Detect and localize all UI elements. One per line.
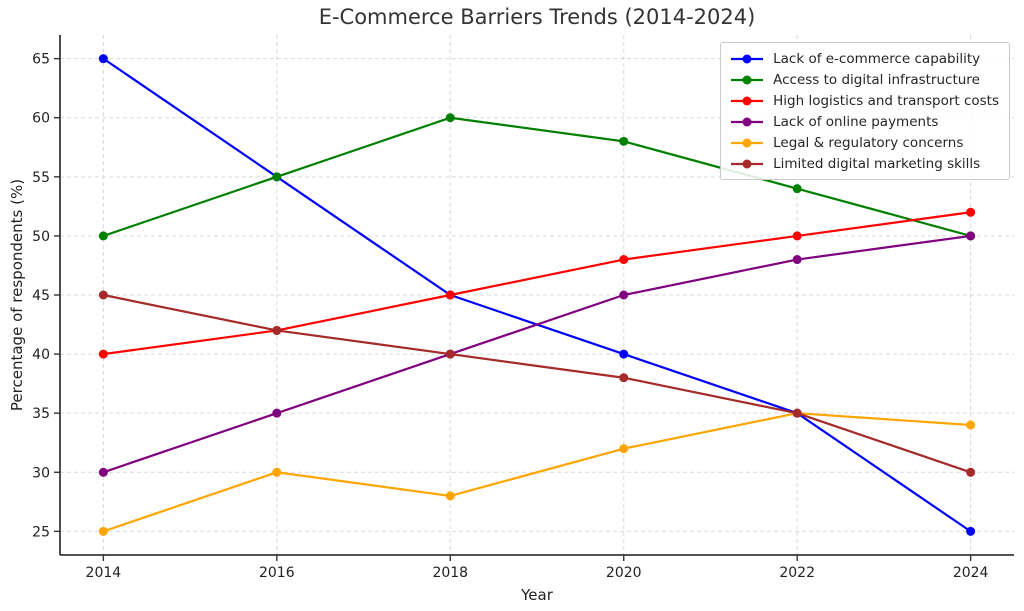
marker-lack-of-online-payments-2020	[619, 290, 629, 300]
marker-high-logistics-and-transport-costs-2024	[966, 207, 976, 217]
marker-access-to-digital-infrastructure-2022	[792, 184, 802, 194]
legend-marker-limited-digital-marketing-skills-icon	[731, 159, 764, 168]
marker-lack-of-online-payments-2016	[272, 408, 282, 418]
y-tick-label-50: 50	[32, 229, 50, 245]
legend-label: Access to digital infrastructure	[773, 71, 980, 88]
legend-label: Lack of e-commerce capability	[773, 50, 981, 67]
x-tick-label-2014: 2014	[86, 565, 122, 581]
x-axis-label: Year	[521, 586, 553, 604]
legend-label: Limited digital marketing skills	[773, 155, 981, 172]
x-tick-label-2018: 2018	[432, 565, 468, 581]
marker-limited-digital-marketing-skills-2016	[272, 325, 282, 335]
marker-legal-regulatory-concerns-2024	[966, 420, 976, 430]
marker-limited-digital-marketing-skills-2018	[445, 349, 455, 359]
marker-lack-of-online-payments-2024	[966, 231, 976, 241]
marker-high-logistics-and-transport-costs-2014	[98, 349, 108, 359]
marker-access-to-digital-infrastructure-2016	[272, 172, 282, 182]
x-tick-label-2024: 2024	[953, 565, 989, 581]
legend-label: High logistics and transport costs	[773, 92, 999, 109]
marker-high-logistics-and-transport-costs-2022	[792, 231, 802, 241]
marker-limited-digital-marketing-skills-2024	[966, 467, 976, 477]
marker-high-logistics-and-transport-costs-2020	[619, 255, 629, 265]
series-line-lack-of-online-payments	[103, 234, 971, 474]
legend-marker-access-to-digital-infrastructure-icon	[731, 75, 764, 84]
marker-legal-regulatory-concerns-2014	[98, 526, 108, 536]
series-high-logistics-and-transport-costs	[98, 207, 976, 359]
legend-marker-legal-regulatory-concerns-icon	[731, 138, 764, 147]
legend: Lack of e-commerce capability Access to d…	[720, 42, 1010, 180]
y-tick-label-25: 25	[32, 524, 50, 540]
marker-limited-digital-marketing-skills-2022	[792, 408, 802, 418]
legend-item-legal-regulatory-concerns: Legal & regulatory concerns	[729, 132, 999, 153]
marker-limited-digital-marketing-skills-2014	[98, 290, 108, 300]
marker-legal-regulatory-concerns-2020	[619, 444, 629, 454]
y-tick-label-30: 30	[32, 465, 50, 481]
legend-label: Legal & regulatory concerns	[773, 134, 964, 151]
legend-marker-lack-of-e-commerce-capability-icon	[731, 54, 764, 63]
marker-high-logistics-and-transport-costs-2018	[445, 290, 455, 300]
legend-item-lack-of-e-commerce-capability: Lack of e-commerce capability	[729, 48, 999, 69]
series-legal-regulatory-concerns	[98, 408, 976, 536]
series-line-legal-regulatory-concerns	[103, 412, 971, 533]
marker-access-to-digital-infrastructure-2020	[619, 136, 629, 146]
legend-item-limited-digital-marketing-skills: Limited digital marketing skills	[729, 153, 999, 174]
y-tick-label-55: 55	[32, 170, 50, 186]
marker-lack-of-e-commerce-capability-2020	[619, 349, 629, 359]
legend-marker-lack-of-online-payments-icon	[731, 117, 764, 126]
axis-ticks: 25 30 35 40 45 50 55 60 65 2014 2016 2018 2020 2022 20…	[32, 52, 988, 581]
marker-legal-regulatory-concerns-2018	[445, 491, 455, 501]
y-tick-label-65: 65	[32, 52, 50, 68]
marker-lack-of-online-payments-2014	[98, 467, 108, 477]
legend-item-lack-of-online-payments: Lack of online payments	[729, 111, 999, 132]
marker-limited-digital-marketing-skills-2020	[619, 373, 629, 383]
y-tick-label-40: 40	[32, 347, 50, 363]
series-line-high-logistics-and-transport-costs	[103, 211, 971, 356]
marker-lack-of-e-commerce-capability-2014	[98, 54, 108, 64]
legend-item-access-to-digital-infrastructure: Access to digital infrastructure	[729, 69, 999, 90]
legend-label: Lack of online payments	[773, 113, 939, 130]
legend-item-high-logistics-and-transport-costs: High logistics and transport costs	[729, 90, 999, 111]
marker-lack-of-e-commerce-capability-2024	[966, 526, 976, 536]
y-tick-label-45: 45	[32, 288, 50, 304]
marker-access-to-digital-infrastructure-2018	[445, 113, 455, 123]
series-limited-digital-marketing-skills	[98, 290, 976, 477]
legend-marker-high-logistics-and-transport-costs-icon	[731, 96, 764, 105]
y-axis-label: Percentage of respondents (%)	[8, 178, 26, 412]
marker-access-to-digital-infrastructure-2014	[98, 231, 108, 241]
marker-legal-regulatory-concerns-2016	[272, 467, 282, 477]
x-tick-label-2016: 2016	[259, 565, 295, 581]
y-tick-label-60: 60	[32, 111, 50, 127]
x-tick-label-2020: 2020	[606, 565, 642, 581]
series-line-limited-digital-marketing-skills	[103, 293, 971, 474]
y-tick-label-35: 35	[32, 406, 50, 422]
series-line-access-to-digital-infrastructure	[103, 116, 971, 237]
x-tick-label-2022: 2022	[779, 565, 815, 581]
marker-lack-of-online-payments-2022	[792, 255, 802, 265]
chart-title: E-Commerce Barriers Trends (2014-2024)	[318, 5, 756, 29]
